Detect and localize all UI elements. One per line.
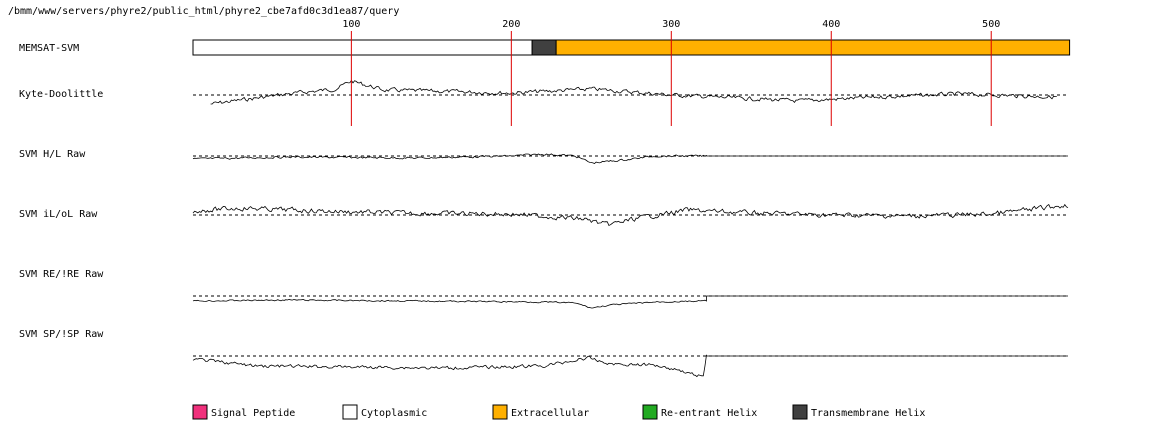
legend-swatch <box>192 404 208 420</box>
legend-label: Re-entrant Helix <box>661 408 757 419</box>
track-line <box>192 153 1068 164</box>
track-4: SVM RE/!RE Raw <box>19 269 1068 309</box>
legend-item: Re-entrant Helix <box>642 404 757 420</box>
x-tick-lines <box>350 31 992 126</box>
track-label: SVM RE/!RE Raw <box>19 269 104 280</box>
topology-segment <box>531 39 557 56</box>
track-label: SVM iL/oL Raw <box>19 209 98 220</box>
track-1: Kyte-Doolittle <box>19 79 1068 105</box>
x-tick-label: 200 <box>502 19 520 30</box>
x-tick-labels: 100 200 300 400 500 <box>342 19 1000 30</box>
legend-swatch <box>642 404 658 420</box>
legend-swatch <box>342 404 358 420</box>
x-tick-label: 500 <box>982 19 1000 30</box>
track-label: Kyte-Doolittle <box>19 89 103 100</box>
track-2: SVM H/L Raw <box>19 149 1068 164</box>
legend-item: Extracellular <box>492 404 589 420</box>
topology-track-label: MEMSAT-SVM <box>19 43 79 54</box>
legend-swatch <box>792 404 808 420</box>
track-5: SVM SP/!SP Raw <box>19 329 1068 378</box>
legend-item: Transmembrane Helix <box>792 404 925 420</box>
legend-swatch <box>492 404 508 420</box>
track-line <box>210 79 1057 105</box>
topology-segment <box>192 39 533 56</box>
x-tick-label: 100 <box>342 19 360 30</box>
legend-label: Cytoplasmic <box>361 408 427 419</box>
track-label: SVM SP/!SP Raw <box>19 329 104 340</box>
legend-label: Transmembrane Helix <box>811 408 925 419</box>
track-label: SVM H/L Raw <box>19 149 86 160</box>
track-line <box>192 203 1069 227</box>
topology-segment <box>555 39 1071 56</box>
track-line <box>192 295 1068 309</box>
topology-segments <box>192 39 1071 56</box>
track-line <box>192 354 1068 378</box>
legend: Signal Peptide Cytoplasmic Extracellular Re… <box>192 404 925 420</box>
query-path-header: /bmm/www/servers/phyre2/public_html/phyr… <box>8 6 399 17</box>
legend-label: Signal Peptide <box>211 408 295 419</box>
prediction-tracks: Kyte-Doolittle SVM H/L Raw SVM iL/oL Raw SV… <box>19 79 1069 378</box>
track-3: SVM iL/oL Raw <box>19 203 1069 227</box>
x-tick-label: 300 <box>662 19 680 30</box>
legend-item: Cytoplasmic <box>342 404 427 420</box>
legend-item: Signal Peptide <box>192 404 295 420</box>
legend-label: Extracellular <box>511 408 589 419</box>
x-tick-label: 400 <box>822 19 840 30</box>
memsat-topology: MEMSAT-SVM <box>19 39 1071 56</box>
